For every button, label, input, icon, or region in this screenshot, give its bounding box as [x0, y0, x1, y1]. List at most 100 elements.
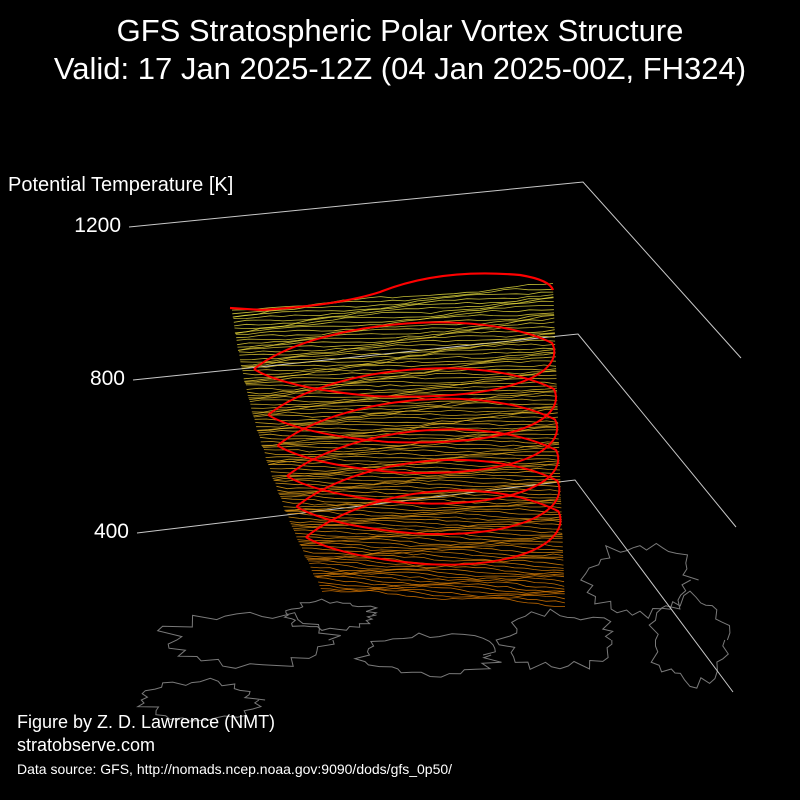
contour-level-850	[267, 367, 557, 444]
surface-line	[239, 335, 556, 356]
z-gridline	[132, 333, 737, 528]
contour-level-550	[295, 459, 561, 536]
surface-line	[269, 464, 560, 472]
surface-line	[296, 536, 563, 544]
surface-line	[285, 509, 562, 516]
contour-top-rim	[229, 272, 555, 312]
surface-line	[291, 524, 563, 534]
surface-line	[234, 305, 554, 330]
surface-line	[249, 390, 558, 403]
surface-line	[272, 473, 561, 479]
surface-line	[316, 577, 565, 594]
surface-line	[281, 497, 562, 505]
surface-line	[263, 442, 559, 450]
surface-line	[232, 291, 554, 318]
surface-line	[238, 333, 555, 353]
coastline	[495, 608, 614, 670]
data-source: Data source: GFS, http://nomads.ncep.noa…	[17, 761, 453, 777]
surface-line	[247, 381, 557, 397]
author-credit: Figure by Z. D. Lawrence (NMT)	[17, 712, 276, 732]
contour-level-650	[286, 428, 560, 505]
surface-line	[273, 476, 561, 482]
surface-line	[254, 408, 558, 422]
surface-line	[298, 540, 563, 552]
chart-title: GFS Stratospheric Polar Vortex Structure	[116, 13, 684, 48]
surface-line	[231, 283, 554, 311]
surface-line	[235, 312, 555, 334]
site-credit: stratobserve.com	[17, 735, 156, 755]
surface-line	[283, 504, 562, 510]
surface-line	[236, 315, 555, 339]
surface-line	[282, 500, 562, 508]
surface-line	[271, 470, 561, 477]
coastline-map	[136, 542, 731, 722]
surface-line	[240, 343, 556, 363]
contour-level-750	[276, 397, 558, 475]
surface-line	[259, 426, 559, 438]
surface-line	[241, 352, 556, 369]
surface-line	[315, 575, 565, 592]
surface-line	[295, 532, 563, 542]
surface-line	[256, 416, 559, 428]
surface-line	[238, 332, 555, 351]
surface-line	[286, 510, 562, 520]
surface-line	[233, 296, 554, 319]
coastline	[353, 632, 502, 678]
surface-line	[310, 566, 565, 578]
surface-line	[311, 570, 565, 583]
surface-line	[301, 547, 564, 559]
z-gridline	[136, 479, 734, 693]
surface-line	[280, 495, 562, 502]
surface-line	[299, 542, 564, 554]
contour-level-1000	[253, 321, 556, 398]
vortex-surface	[231, 283, 566, 607]
z-tick-label: 400	[93, 520, 129, 543]
surface-line	[247, 377, 557, 395]
surface-line	[241, 349, 556, 368]
surface-line	[274, 479, 561, 485]
surface-line	[318, 581, 565, 596]
surface-line	[314, 573, 565, 590]
surface-line	[253, 407, 558, 418]
surface-line	[321, 590, 566, 607]
surface-line	[305, 556, 564, 569]
surface-line	[320, 588, 565, 604]
coastline	[136, 677, 266, 722]
z-axis-gridlines	[128, 181, 742, 693]
coastline	[283, 598, 379, 631]
surface-line	[256, 419, 559, 431]
surface-line	[270, 467, 560, 475]
surface-line	[232, 294, 554, 318]
surface-line	[242, 352, 556, 372]
surface-line	[307, 560, 564, 575]
surface-line	[263, 443, 560, 453]
surface-line	[312, 572, 565, 587]
surface-line	[292, 526, 563, 536]
surface-line	[251, 394, 558, 409]
surface-line	[304, 554, 564, 566]
surface-line	[250, 391, 558, 406]
surface-line	[319, 584, 565, 600]
surface-line	[255, 412, 558, 425]
surface-line	[251, 398, 558, 413]
z-tick-label: 800	[89, 367, 125, 390]
surface-line	[244, 364, 557, 382]
chart-subtitle: Valid: 17 Jan 2025-12Z (04 Jan 2025-00Z,…	[53, 51, 747, 86]
surface-line	[264, 446, 560, 456]
z-tick-label: 1200	[74, 214, 121, 237]
surface-line	[246, 374, 557, 391]
contour-lines	[229, 272, 562, 566]
z-axis-label: Potential Temperature [K]	[8, 174, 234, 196]
surface-line	[237, 321, 555, 346]
surface-line	[243, 356, 556, 376]
surface-line	[284, 506, 562, 513]
z-gridline	[128, 181, 742, 359]
surface-line	[303, 550, 564, 561]
surface-line	[265, 451, 560, 459]
surface-line	[240, 347, 556, 366]
surface-line	[239, 339, 556, 361]
surface-line	[233, 297, 554, 323]
coastline	[580, 542, 699, 620]
surface-line	[236, 317, 555, 341]
